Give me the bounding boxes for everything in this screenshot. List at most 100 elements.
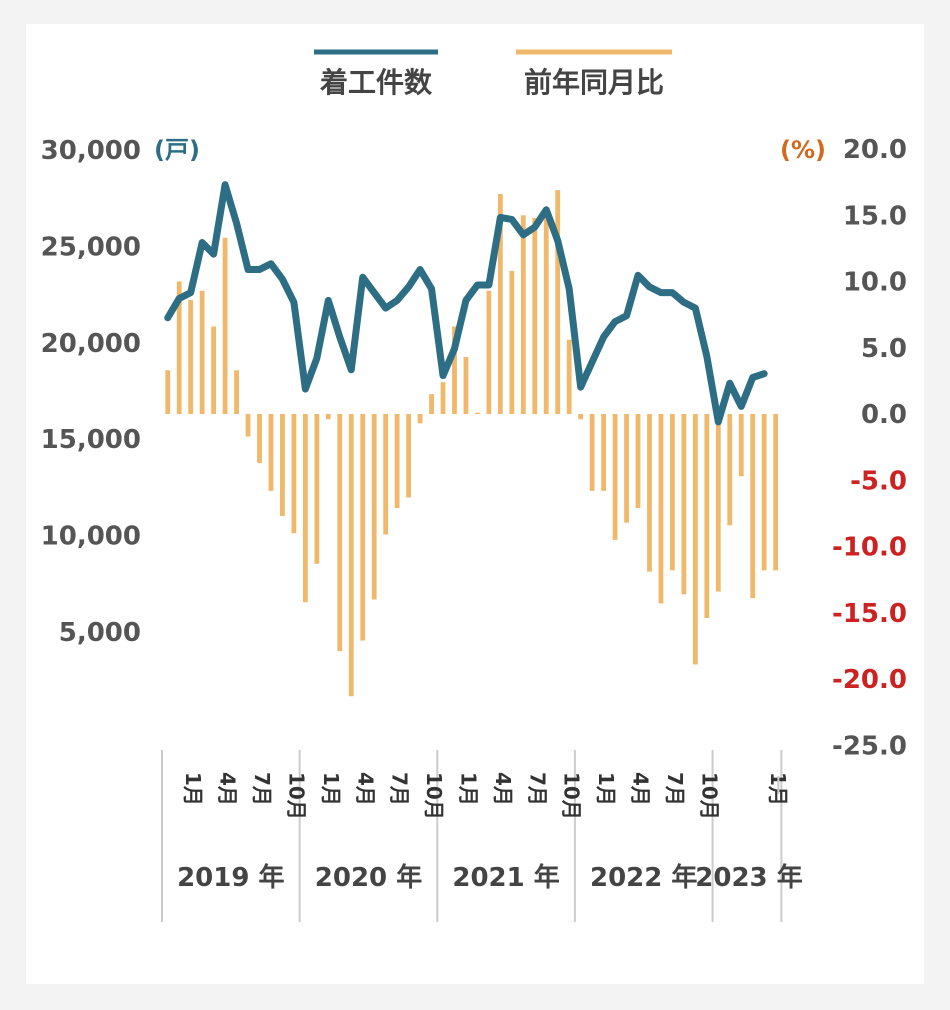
bar	[704, 414, 710, 619]
right-tick-label: -20.0	[832, 665, 907, 695]
bar	[291, 414, 297, 534]
bar	[727, 414, 733, 526]
year-label: 2021 年	[452, 862, 559, 893]
year-label: 2019 年	[177, 862, 284, 893]
bar	[589, 414, 595, 491]
right-tick-label: -10.0	[832, 533, 907, 563]
year-label: 2023 年	[695, 862, 802, 893]
right-tick-label: -25.0	[832, 731, 907, 761]
legend-label: 前年同月比	[524, 66, 664, 99]
bar	[452, 326, 457, 414]
bar	[371, 414, 377, 600]
bar	[761, 414, 767, 571]
right-tick-label: 5.0	[861, 334, 907, 364]
bar	[738, 414, 744, 477]
month-tick-label: 1月	[319, 772, 343, 806]
bar	[360, 414, 366, 641]
left-axis: 30,000 25,000 20,000 15,000 10,000 5,000	[41, 136, 141, 648]
bar	[394, 414, 400, 509]
bar	[532, 217, 538, 414]
bar	[670, 414, 675, 571]
x-axis: 1月 4月 7月 10月 2019 年 1月 4月 7月 10月 2020 年 1月 4月 7月 10月 2…	[161, 750, 803, 922]
left-tick-label: 25,000	[41, 232, 141, 262]
month-tick-label: 1月	[457, 772, 481, 806]
bar	[429, 394, 434, 415]
year-label: 2020 年	[315, 862, 422, 893]
bar	[188, 300, 194, 414]
bar	[601, 414, 606, 491]
bar	[440, 382, 446, 414]
bar	[406, 414, 412, 498]
month-tick-label: 7月	[250, 772, 274, 806]
month-tick-label: 10月	[422, 772, 446, 820]
month-tick-label: 4月	[353, 772, 377, 806]
month-tick-label: 10月	[284, 772, 308, 820]
bar	[520, 215, 526, 414]
bar	[578, 414, 584, 420]
bar	[302, 414, 308, 603]
month-tick-label: 10月	[560, 772, 584, 820]
bar	[715, 414, 721, 592]
bar	[199, 290, 205, 414]
left-tick-label: 15,000	[41, 425, 141, 455]
left-tick-label: 10,000	[41, 522, 141, 552]
month-tick-label: 7月	[663, 772, 687, 806]
right-tick-label: 15.0	[843, 201, 907, 231]
bar	[681, 414, 687, 595]
bar	[658, 414, 664, 604]
right-tick-label: 20.0	[843, 135, 907, 165]
bar	[337, 414, 343, 652]
bar	[773, 414, 779, 571]
bar	[348, 414, 354, 697]
bar	[635, 414, 641, 509]
left-unit-label: (戸)	[154, 136, 200, 164]
bar	[624, 414, 629, 523]
left-tick-label: 20,000	[41, 329, 141, 359]
right-tick-label: -15.0	[832, 599, 907, 629]
bar	[555, 190, 561, 414]
bar	[280, 414, 285, 517]
bar	[566, 339, 572, 414]
month-tick-label: 1月	[181, 772, 205, 806]
bar	[543, 213, 549, 414]
bar	[165, 370, 171, 414]
bar	[497, 194, 503, 414]
month-tick-label: 10月	[697, 772, 721, 820]
bar	[750, 414, 756, 599]
bar	[647, 414, 652, 572]
bar	[325, 414, 331, 420]
month-tick-label: 4月	[629, 772, 653, 806]
bar	[222, 237, 228, 414]
bar	[211, 326, 217, 414]
chart-card: 着工件数 前年同月比 (戸) (%) 30,000 25,000 20,000 15,00…	[26, 24, 924, 984]
month-tick-label: 4月	[216, 772, 240, 806]
axis-units: (戸) (%)	[154, 136, 826, 164]
line-series-starts	[164, 181, 768, 426]
right-tick-label: -5.0	[850, 466, 907, 496]
bar	[314, 414, 320, 564]
legend: 着工件数 前年同月比	[314, 49, 672, 99]
left-tick-label: 5,000	[59, 618, 141, 648]
month-tick-label: 4月	[491, 772, 515, 806]
right-unit-label: (%)	[780, 136, 826, 164]
bar	[463, 357, 469, 414]
month-tick-label: 7月	[388, 772, 412, 806]
bar	[509, 270, 515, 414]
bar	[417, 414, 423, 424]
bar	[475, 412, 480, 414]
bar	[257, 414, 262, 464]
right-tick-label: 0.0	[861, 400, 907, 430]
bar	[176, 281, 182, 414]
month-tick-label: 1月	[594, 772, 618, 806]
bar-series-yoy	[165, 190, 779, 697]
combo-chart: 着工件数 前年同月比 (戸) (%) 30,000 25,000 20,000 15,00…	[41, 49, 907, 922]
right-tick-label: 10.0	[843, 268, 907, 298]
bar	[692, 414, 698, 665]
legend-label: 着工件数	[319, 66, 433, 99]
bar	[245, 414, 251, 437]
series-line	[164, 181, 768, 426]
year-label: 2022 年	[590, 862, 697, 893]
month-tick-label: 7月	[525, 772, 549, 806]
bar	[268, 414, 274, 491]
left-tick-label: 30,000	[41, 136, 141, 166]
